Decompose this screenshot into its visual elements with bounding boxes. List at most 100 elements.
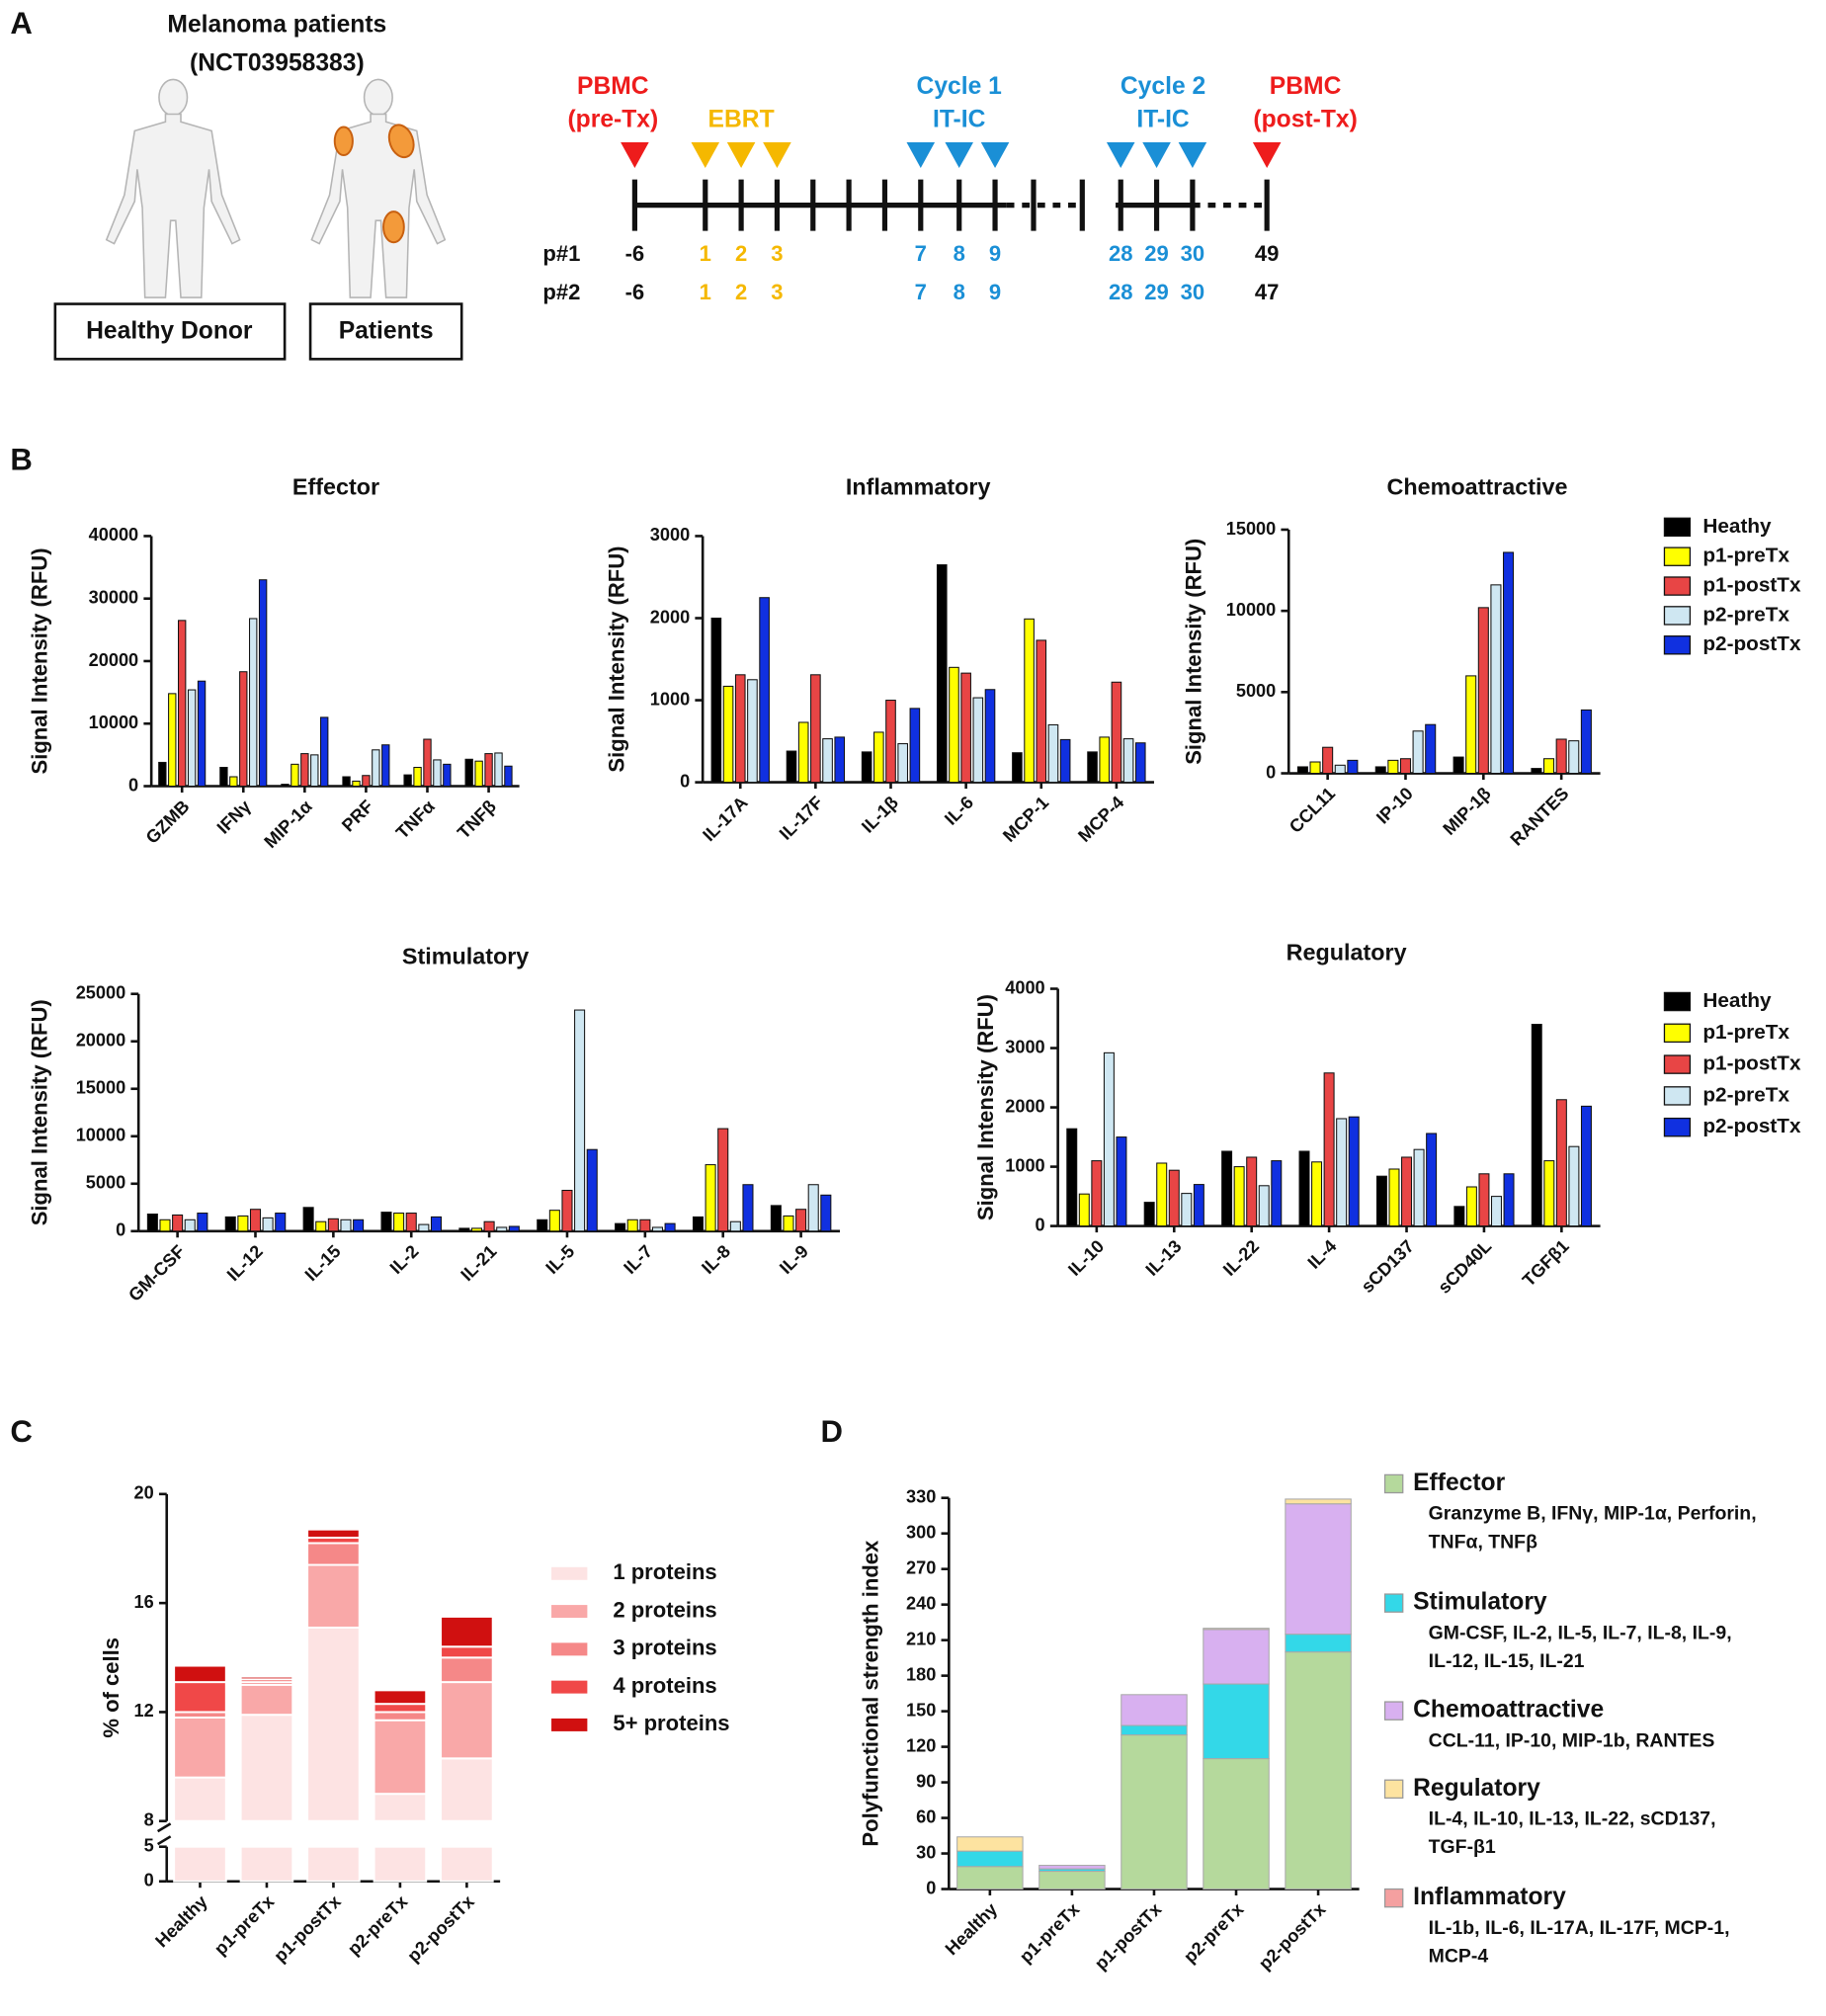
panel-label: A bbox=[10, 6, 32, 41]
event-label: EBRT bbox=[708, 107, 775, 133]
day-label: 49 bbox=[1255, 241, 1280, 266]
bar bbox=[158, 761, 167, 788]
y-tick-label: 0 bbox=[926, 1878, 936, 1897]
x-tick-label: p1-preTx bbox=[1016, 1899, 1083, 1967]
x-tick-label: p2-preTx bbox=[1180, 1899, 1247, 1967]
day-label: 3 bbox=[771, 241, 783, 266]
bar bbox=[873, 731, 884, 784]
bar bbox=[1066, 1128, 1078, 1227]
x-tick-label: IL-5 bbox=[541, 1241, 578, 1278]
legend-label: Heathy bbox=[1702, 989, 1772, 1012]
bar bbox=[184, 1218, 196, 1232]
day-label: 28 bbox=[1109, 241, 1133, 266]
x-tick-label: IL-17F bbox=[776, 793, 827, 844]
bar bbox=[1221, 1150, 1233, 1227]
bar bbox=[717, 1128, 729, 1232]
tumor bbox=[333, 126, 354, 156]
bar bbox=[423, 738, 432, 788]
healthy-figure bbox=[105, 78, 241, 298]
y-tick-label: 270 bbox=[906, 1557, 936, 1577]
x-tick-label: IL-4 bbox=[1304, 1236, 1341, 1273]
event-marker bbox=[945, 142, 973, 168]
bar bbox=[443, 763, 452, 788]
x-tick-label: IP-10 bbox=[1372, 784, 1417, 828]
panel-label: C bbox=[10, 1414, 32, 1449]
bar-segment bbox=[306, 1542, 361, 1566]
legend-label: p1-postTx bbox=[1702, 1052, 1801, 1075]
bar bbox=[146, 1213, 158, 1232]
legend-label: Effector bbox=[1413, 1470, 1506, 1496]
bar bbox=[1543, 758, 1555, 775]
event-marker bbox=[726, 142, 756, 168]
bar bbox=[1271, 1160, 1283, 1227]
bar bbox=[327, 1218, 339, 1232]
bar bbox=[1465, 675, 1477, 775]
bar bbox=[664, 1222, 676, 1232]
y-tick-label: 0 bbox=[116, 1220, 125, 1240]
bar bbox=[692, 1216, 705, 1232]
bar-segment bbox=[440, 1757, 494, 1822]
day-label: 8 bbox=[954, 241, 965, 266]
x-tick-label: sCD137 bbox=[1358, 1236, 1418, 1297]
bar bbox=[1580, 709, 1592, 775]
box-label: Patients bbox=[339, 318, 434, 345]
bar bbox=[249, 1209, 262, 1232]
bar bbox=[224, 1216, 236, 1232]
axis-break bbox=[156, 1835, 172, 1846]
bar bbox=[168, 693, 177, 788]
bar bbox=[1336, 1118, 1348, 1227]
x-tick-label: RANTES bbox=[1507, 784, 1573, 850]
y-tick-label: 1000 bbox=[1005, 1155, 1044, 1175]
bar-segment bbox=[1038, 1865, 1106, 1870]
y-tick-label: 0 bbox=[128, 775, 138, 795]
bar bbox=[1580, 1105, 1592, 1227]
y-tick-label: 1000 bbox=[650, 689, 690, 709]
bar bbox=[249, 618, 258, 788]
day-label: 2 bbox=[735, 280, 747, 304]
x-tick-label: sCD40L bbox=[1434, 1236, 1495, 1298]
x-tick-label: p1-postTx bbox=[270, 1891, 344, 1966]
day-label: 7 bbox=[915, 280, 927, 304]
x-tick-label: p2-postTx bbox=[1255, 1899, 1329, 1974]
bar bbox=[734, 674, 746, 784]
bar bbox=[458, 1227, 470, 1232]
bar bbox=[342, 776, 351, 788]
bar-segment bbox=[1203, 1629, 1270, 1685]
bar-segment bbox=[440, 1615, 494, 1648]
bar bbox=[861, 751, 872, 784]
y-tick-label: 2000 bbox=[650, 607, 690, 627]
x-tick-label: IL-9 bbox=[776, 1241, 812, 1278]
y-tick-label: 25000 bbox=[76, 983, 125, 1003]
bar-segment bbox=[306, 1845, 361, 1883]
legend-label: p2-preTx bbox=[1702, 603, 1789, 626]
y-tick-label: 150 bbox=[906, 1700, 936, 1720]
day-label: 9 bbox=[989, 280, 1001, 304]
bar-segment bbox=[306, 1626, 361, 1822]
bar bbox=[1531, 1024, 1542, 1227]
bar bbox=[1156, 1162, 1168, 1227]
x-tick-label: Healthy bbox=[942, 1899, 1002, 1960]
y-axis-label: Signal Intensity (RFU) bbox=[604, 546, 628, 772]
x-tick-label: TGFβ1 bbox=[1519, 1236, 1573, 1291]
bar bbox=[1103, 1051, 1115, 1227]
bar bbox=[885, 700, 896, 784]
bar bbox=[496, 1226, 508, 1232]
day-label: 9 bbox=[989, 241, 1001, 266]
bar bbox=[1087, 751, 1098, 784]
day-label: 28 bbox=[1109, 280, 1133, 304]
bar bbox=[1452, 756, 1464, 775]
y-tick-label: 0 bbox=[1266, 762, 1276, 782]
day-label: -6 bbox=[625, 241, 645, 266]
legend-members: GM-CSF, IL-2, IL-5, IL-7, IL-8, IL-9, bbox=[1429, 1622, 1732, 1643]
legend-members: IL-12, IL-15, IL-21 bbox=[1429, 1650, 1585, 1672]
day-label: 30 bbox=[1181, 280, 1205, 304]
row-label: p#2 bbox=[542, 280, 580, 304]
bar bbox=[1334, 764, 1346, 775]
bar bbox=[302, 1207, 314, 1232]
event-label: PBMC bbox=[1270, 73, 1342, 100]
legend-swatch bbox=[1663, 1117, 1692, 1137]
event-label: (pre-Tx) bbox=[567, 107, 658, 133]
bar bbox=[470, 1227, 483, 1232]
x-tick-label: IL-2 bbox=[386, 1241, 423, 1278]
bar-segment bbox=[956, 1850, 1024, 1868]
